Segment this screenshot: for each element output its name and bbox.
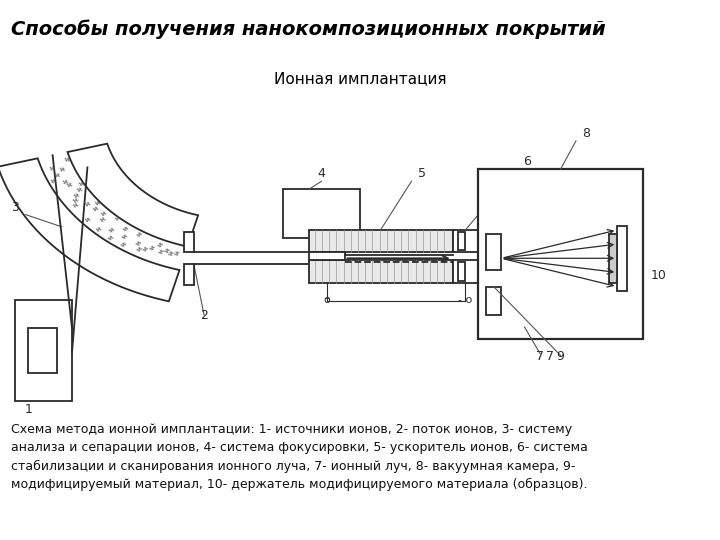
Text: #: # xyxy=(156,248,164,256)
Text: 4: 4 xyxy=(318,167,325,180)
Text: #: # xyxy=(46,164,54,172)
Bar xyxy=(184,232,194,252)
Text: #: # xyxy=(147,244,155,252)
Polygon shape xyxy=(0,158,179,301)
Text: #: # xyxy=(91,199,99,207)
Text: #: # xyxy=(81,216,90,224)
Text: #: # xyxy=(132,239,141,247)
Bar xyxy=(486,234,501,271)
Text: #: # xyxy=(90,205,99,213)
Text: #: # xyxy=(155,241,163,249)
Bar xyxy=(15,300,72,401)
Text: #: # xyxy=(62,156,69,163)
Text: #: # xyxy=(98,210,107,218)
Text: #: # xyxy=(60,178,68,185)
Bar xyxy=(309,230,453,252)
Text: #: # xyxy=(120,225,128,234)
Bar xyxy=(453,260,478,282)
Bar xyxy=(309,260,453,282)
Bar xyxy=(478,169,643,339)
Text: Ионная имплантация: Ионная имплантация xyxy=(274,71,446,86)
Text: #: # xyxy=(63,181,71,188)
Text: #: # xyxy=(97,215,106,224)
Bar xyxy=(458,232,465,250)
Text: 5: 5 xyxy=(418,167,426,180)
Bar xyxy=(283,190,360,238)
Text: #: # xyxy=(71,191,79,199)
Text: 2: 2 xyxy=(200,309,208,322)
Bar xyxy=(486,287,501,315)
Text: 1: 1 xyxy=(24,403,32,416)
Bar xyxy=(184,265,194,285)
Bar xyxy=(458,262,465,281)
Text: #: # xyxy=(75,180,84,188)
Text: +: + xyxy=(323,294,330,303)
Text: #: # xyxy=(118,241,127,249)
Text: #: # xyxy=(73,185,81,193)
Text: #: # xyxy=(172,250,179,258)
Bar xyxy=(609,234,617,282)
Text: 9: 9 xyxy=(557,349,564,362)
Text: #: # xyxy=(135,245,143,253)
Text: #: # xyxy=(166,251,174,258)
Text: #: # xyxy=(120,233,127,241)
Text: o: o xyxy=(323,295,330,305)
Bar xyxy=(453,230,478,252)
Text: #: # xyxy=(48,178,55,185)
Text: #: # xyxy=(134,231,142,239)
Text: #: # xyxy=(70,197,78,205)
Bar xyxy=(309,252,345,260)
Text: #: # xyxy=(104,234,113,242)
Text: - o: - o xyxy=(459,295,472,305)
Text: #: # xyxy=(51,172,59,179)
Text: 8: 8 xyxy=(582,127,590,140)
Text: #: # xyxy=(140,246,148,254)
Text: #: # xyxy=(70,201,78,210)
Bar xyxy=(28,328,57,373)
Text: #: # xyxy=(112,215,120,223)
Text: #: # xyxy=(82,200,90,208)
Text: 6: 6 xyxy=(523,155,531,168)
Bar xyxy=(617,226,627,291)
Text: #: # xyxy=(92,226,101,234)
Polygon shape xyxy=(68,144,198,247)
Text: 3: 3 xyxy=(12,200,19,214)
Text: #: # xyxy=(106,226,114,234)
Text: 10: 10 xyxy=(651,268,667,281)
Text: 7: 7 xyxy=(536,349,544,362)
Text: Схема метода ионной имплантации: 1- источники ионов, 2- поток ионов, 3- систему
: Схема метода ионной имплантации: 1- исто… xyxy=(11,423,588,491)
Text: Способы получения нанокомпозиционных покрытий: Способы получения нанокомпозиционных пок… xyxy=(11,20,606,39)
Text: #: # xyxy=(56,166,64,173)
Text: #: # xyxy=(162,247,170,255)
Text: 7: 7 xyxy=(546,349,554,362)
